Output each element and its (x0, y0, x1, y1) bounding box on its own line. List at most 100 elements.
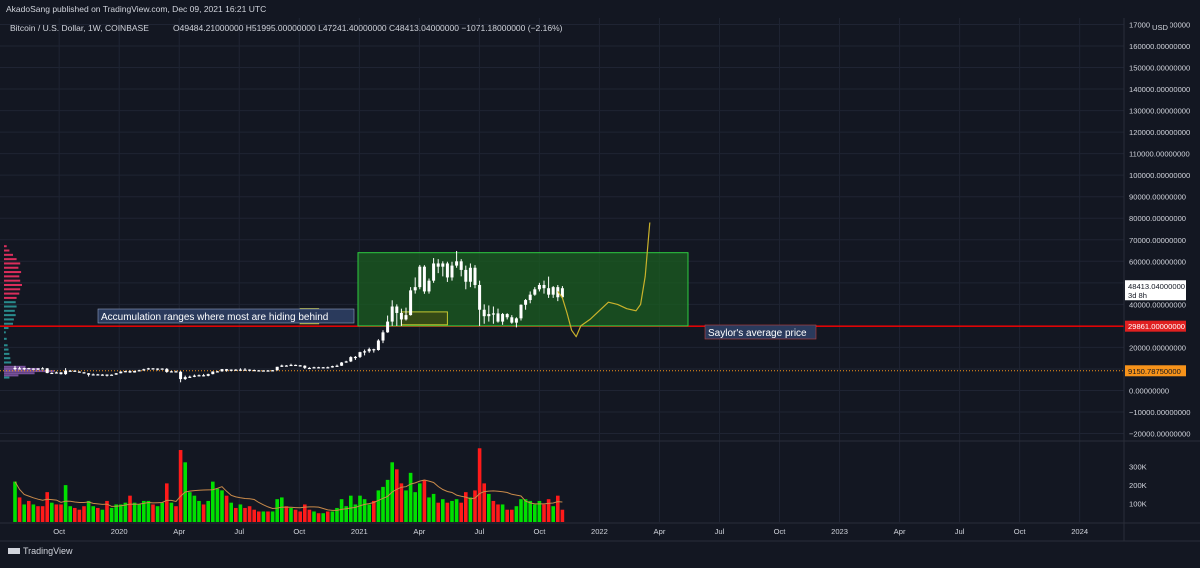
candle-body[interactable] (514, 318, 518, 323)
candle-body[interactable] (202, 375, 206, 377)
candle-body[interactable] (87, 373, 91, 375)
candle-body[interactable] (478, 284, 482, 310)
candle-body[interactable] (358, 352, 362, 357)
candle-body[interactable] (349, 357, 353, 362)
candle-body[interactable] (54, 372, 58, 374)
candle-body[interactable] (312, 367, 316, 369)
candle-body[interactable] (560, 288, 564, 298)
candle-body[interactable] (298, 365, 302, 367)
candle-body[interactable] (73, 370, 77, 372)
sub-range-box[interactable] (400, 311, 448, 326)
candle-body[interactable] (31, 368, 35, 370)
last-price-label[interactable]: 48413.04000000 (1128, 282, 1185, 291)
candle-body[interactable] (50, 372, 54, 375)
candle-body[interactable] (280, 365, 284, 367)
candle-body[interactable] (496, 313, 500, 322)
candle-body[interactable] (18, 368, 22, 370)
candle-body[interactable] (450, 265, 454, 278)
candle-body[interactable] (330, 366, 334, 368)
candle-body[interactable] (22, 368, 26, 370)
candle-body[interactable] (142, 369, 146, 371)
candle-body[interactable] (533, 289, 537, 295)
poc-price-label[interactable]: 9150.78750000 (1128, 367, 1181, 376)
candle-body[interactable] (77, 371, 81, 373)
candle-body[interactable] (510, 317, 514, 323)
candle-body[interactable] (123, 371, 127, 373)
candle-body[interactable] (326, 367, 330, 369)
candle-body[interactable] (501, 314, 505, 322)
candle-body[interactable] (220, 369, 224, 372)
accumulation-note-box[interactable] (97, 308, 355, 324)
candle-body[interactable] (156, 368, 160, 370)
candle-body[interactable] (390, 306, 394, 322)
candle-body[interactable] (59, 372, 63, 375)
candle-body[interactable] (551, 287, 555, 295)
candle-body[interactable] (183, 377, 187, 380)
candle-body[interactable] (404, 315, 408, 320)
tradingview-logo[interactable]: TradingView (8, 546, 73, 556)
candle-body[interactable] (376, 340, 380, 351)
candle-body[interactable] (238, 369, 242, 371)
candle-body[interactable] (441, 263, 445, 267)
candle-body[interactable] (197, 375, 201, 377)
candle-body[interactable] (192, 375, 196, 377)
candle-body[interactable] (372, 349, 376, 351)
candle-body[interactable] (174, 371, 178, 373)
candle-body[interactable] (234, 369, 238, 371)
candle-body[interactable] (271, 370, 275, 372)
candle-body[interactable] (303, 365, 307, 368)
candle-body[interactable] (114, 373, 118, 375)
candle-body[interactable] (464, 269, 468, 282)
candle-body[interactable] (505, 314, 509, 318)
candle-body[interactable] (289, 364, 293, 367)
candle-body[interactable] (64, 370, 68, 375)
candle-body[interactable] (335, 365, 339, 367)
candle-body[interactable] (243, 369, 247, 371)
candle-body[interactable] (284, 365, 288, 367)
candle-body[interactable] (128, 371, 132, 373)
candle-body[interactable] (340, 362, 344, 366)
candle-body[interactable] (519, 304, 523, 319)
candle-body[interactable] (41, 368, 45, 370)
candle-body[interactable] (482, 309, 486, 317)
candle-body[interactable] (188, 376, 192, 378)
candle-body[interactable] (165, 368, 169, 372)
candle-body[interactable] (266, 370, 270, 372)
candle-body[interactable] (344, 361, 348, 363)
candle-body[interactable] (13, 367, 17, 370)
candle-body[interactable] (225, 369, 229, 371)
candle-body[interactable] (119, 371, 123, 374)
candle-body[interactable] (445, 263, 449, 278)
candle-body[interactable] (160, 368, 164, 370)
candle-body[interactable] (455, 261, 459, 266)
candle-body[interactable] (413, 287, 417, 291)
candle-body[interactable] (367, 349, 371, 352)
candle-body[interactable] (68, 370, 72, 372)
candle-body[interactable] (537, 284, 541, 290)
candle-body[interactable] (215, 371, 219, 373)
candle-body[interactable] (459, 261, 463, 270)
support-price-label[interactable]: 29861.00000000 (1128, 322, 1185, 331)
candle-body[interactable] (151, 368, 155, 370)
candle-body[interactable] (473, 267, 477, 285)
candle-body[interactable] (399, 312, 403, 320)
candle-body[interactable] (137, 370, 141, 372)
candle-body[interactable] (468, 267, 472, 282)
candle-body[interactable] (179, 371, 183, 380)
candle-body[interactable] (491, 313, 495, 315)
candle-body[interactable] (542, 284, 546, 289)
candle-body[interactable] (206, 374, 210, 376)
price-unit-label[interactable]: USD (1152, 23, 1169, 32)
candle-body[interactable] (261, 370, 265, 372)
candle-body[interactable] (528, 294, 532, 301)
candle-body[interactable] (96, 374, 100, 376)
candle-body[interactable] (321, 367, 325, 369)
candle-body[interactable] (307, 367, 311, 370)
candle-body[interactable] (105, 374, 109, 376)
candle-body[interactable] (27, 368, 31, 370)
candle-body[interactable] (133, 370, 137, 373)
candle-body[interactable] (381, 332, 385, 341)
candle-body[interactable] (487, 314, 491, 317)
candle-body[interactable] (110, 374, 114, 376)
